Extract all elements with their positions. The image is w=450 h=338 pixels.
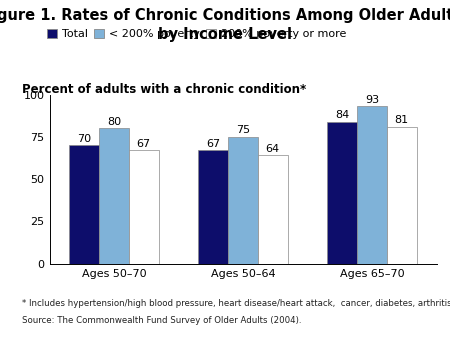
Bar <box>198 150 228 264</box>
Text: Source: The Commonwealth Fund Survey of Older Adults (2004).: Source: The Commonwealth Fund Survey of … <box>22 316 302 325</box>
Text: Percent of adults with a chronic condition*: Percent of adults with a chronic conditi… <box>22 83 307 96</box>
Text: 93: 93 <box>365 95 379 105</box>
Text: 67: 67 <box>137 139 151 149</box>
Bar <box>69 145 99 264</box>
Text: Figure 1. Rates of Chronic Conditions Among Older Adults,
by Income Level: Figure 1. Rates of Chronic Conditions Am… <box>0 8 450 42</box>
Bar <box>387 127 417 264</box>
Text: 84: 84 <box>335 110 350 120</box>
Bar <box>99 128 129 264</box>
Bar <box>228 137 258 264</box>
Bar <box>129 150 158 264</box>
Legend: Total, < 200% poverty, 200% poverty or more: Total, < 200% poverty, 200% poverty or m… <box>47 29 346 40</box>
Bar <box>258 155 288 264</box>
Text: * Includes hypertension/high blood pressure, heart disease/heart attack,  cancer: * Includes hypertension/high blood press… <box>22 299 450 308</box>
Text: 75: 75 <box>236 125 250 135</box>
Bar <box>357 106 387 264</box>
Text: 67: 67 <box>206 139 220 149</box>
Bar <box>328 122 357 264</box>
Text: 64: 64 <box>266 144 280 154</box>
Text: 81: 81 <box>395 115 409 125</box>
Text: 80: 80 <box>107 117 121 127</box>
Text: 70: 70 <box>77 134 91 144</box>
